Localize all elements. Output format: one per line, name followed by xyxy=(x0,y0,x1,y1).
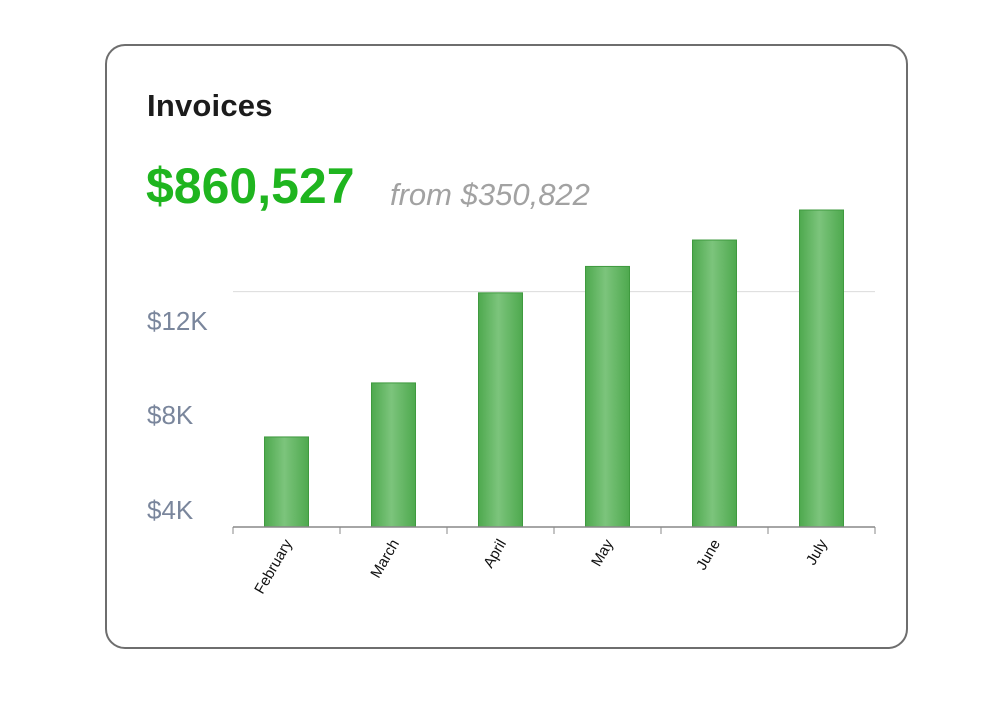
x-tick-label: June xyxy=(693,537,724,574)
bar-july xyxy=(799,209,844,528)
bar-may xyxy=(585,265,630,528)
bar-april xyxy=(478,292,523,528)
comparison-text: from $350,822 xyxy=(390,177,590,212)
x-tick-label: February xyxy=(251,536,296,597)
bar-february xyxy=(264,436,309,528)
bar-june xyxy=(692,239,737,528)
y-tick-label: $8K xyxy=(147,400,194,430)
invoice-total: $860,527 xyxy=(146,158,355,214)
y-tick-label: $12K xyxy=(147,306,208,336)
card-title: Invoices xyxy=(147,88,273,123)
bar-march xyxy=(371,382,416,528)
x-tick-label: July xyxy=(803,536,831,568)
x-tick-label: May xyxy=(588,536,617,569)
x-tick-label: April xyxy=(480,537,510,571)
x-tick-label: March xyxy=(367,537,403,582)
y-tick-label: $4K xyxy=(147,495,194,525)
